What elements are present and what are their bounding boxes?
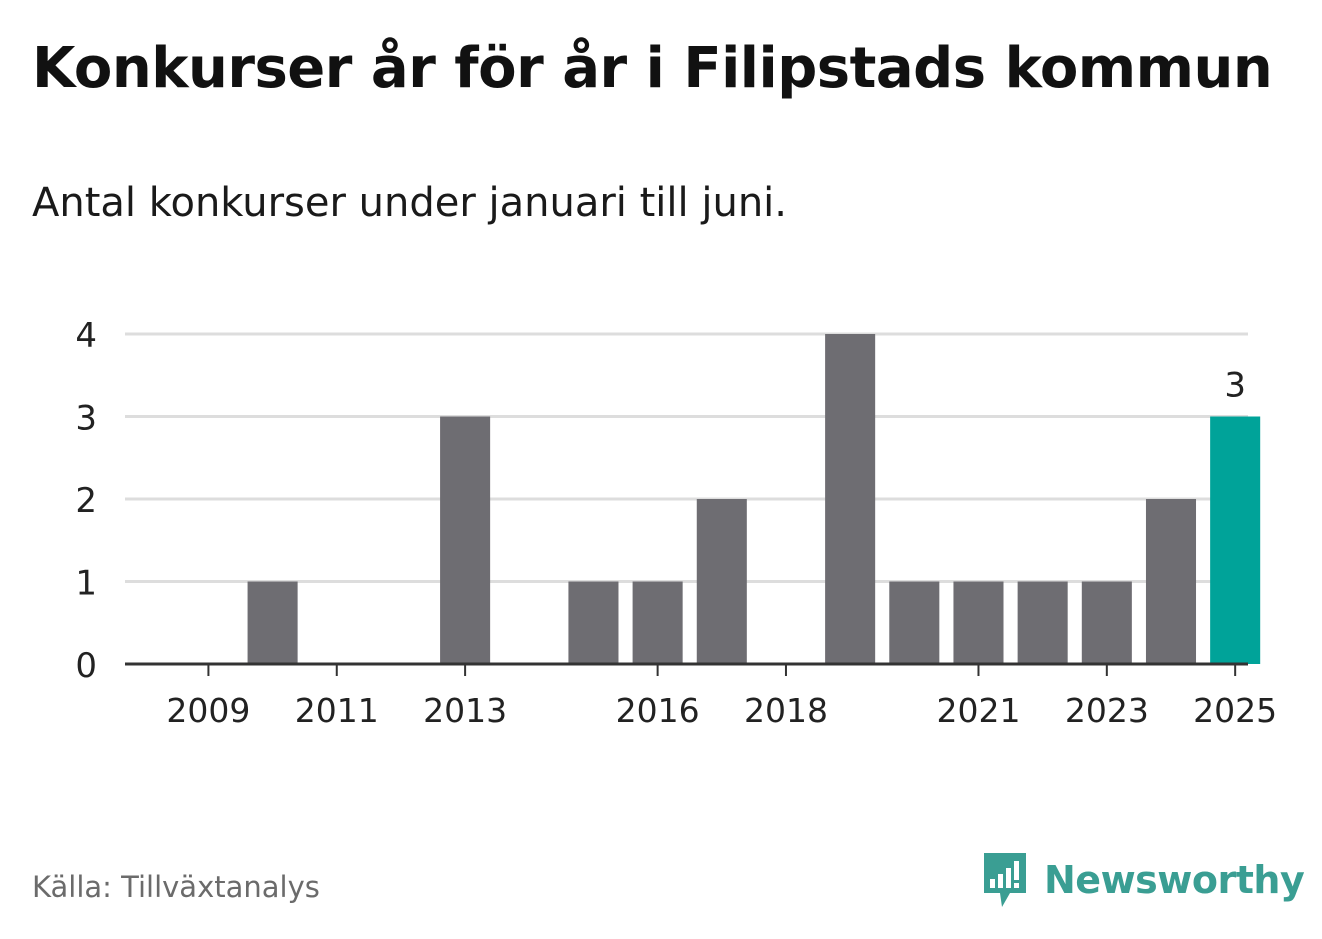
bar [696, 499, 747, 664]
x-tick-label: 2023 [1065, 691, 1149, 730]
y-tick-label: 0 [75, 646, 97, 686]
x-tick-label: 2013 [423, 691, 507, 730]
x-tick-label: 2009 [166, 691, 250, 730]
x-tick-label: 2011 [295, 691, 379, 730]
bar [247, 581, 298, 664]
bar-chart: 0 1 2 3 4 3 2009 2011 2013 2016 2018 2021 2023 2025 [75, 316, 1277, 730]
x-tick-label: 2018 [744, 691, 828, 730]
x-tick-label: 2025 [1193, 691, 1277, 730]
brand-logo: Newsworthy [980, 848, 1305, 912]
source-label: Källa: Tillväxtanalys [32, 870, 320, 904]
bar [1017, 581, 1068, 664]
y-tick-label: 2 [75, 481, 97, 521]
bar [632, 581, 683, 664]
bar [953, 581, 1004, 664]
bar [1145, 499, 1197, 664]
newsworthy-logo-icon [984, 853, 1026, 907]
bar-highlight [1210, 416, 1261, 664]
y-tick-label: 1 [75, 564, 97, 604]
bar [440, 416, 491, 664]
x-tick-label: 2021 [936, 691, 1020, 730]
x-tick-label: 2016 [616, 691, 700, 730]
brand-name: Newsworthy [1044, 858, 1305, 902]
bar [568, 581, 619, 664]
chart-subtitle: Antal konkurser under januari till juni. [32, 180, 787, 226]
chart-title: Konkurser år för år i Filipstads kommun [32, 36, 1273, 101]
data-label: 3 [1224, 366, 1246, 406]
y-tick-label: 4 [75, 316, 97, 356]
y-tick-label: 3 [75, 399, 97, 439]
bar [1081, 581, 1132, 664]
bar [889, 581, 940, 664]
bar [825, 334, 876, 664]
